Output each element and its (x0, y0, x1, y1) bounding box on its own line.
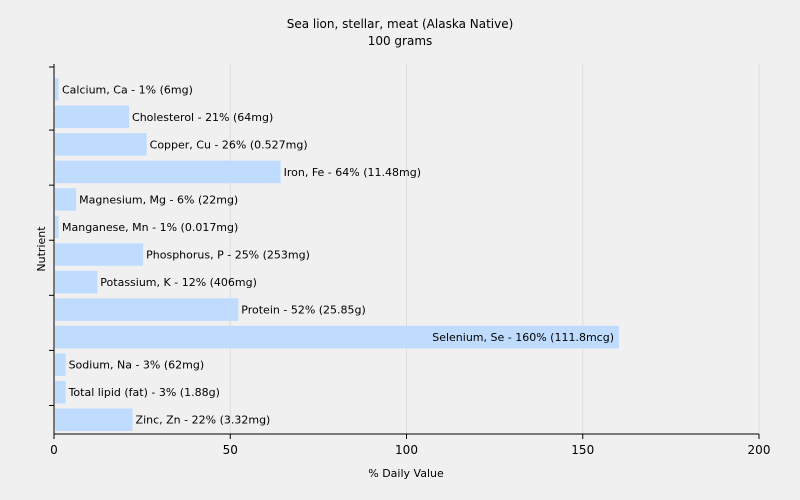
bar-label-0: Calcium, Ca - 1% (6mg) (62, 83, 193, 96)
bar-label-9: Selenium, Se - 160% (111.8mcg) (432, 331, 614, 344)
x-tick-label-100: 100 (395, 443, 418, 457)
y-axis-label: Nutrient (35, 226, 48, 272)
bar-label-11: Total lipid (fat) - 3% (1.88g) (68, 386, 220, 399)
bar-3 (55, 160, 281, 184)
ticks-group: 0 50 100 150 200 (49, 66, 771, 457)
bar-5 (55, 215, 59, 239)
x-tick-label-50: 50 (223, 443, 238, 457)
chart-title: Sea lion, stellar, meat (Alaska Native) (287, 17, 514, 31)
bar-0 (55, 78, 59, 101)
bar-9 (55, 325, 619, 349)
x-axis-label: % Daily Value (368, 467, 444, 480)
bars-group: Calcium, Ca - 1% (6mg) Cholesterol - 21% … (55, 78, 619, 431)
bar-label-8: Protein - 52% (25.85g) (241, 304, 366, 317)
bar-label-5: Manganese, Mn - 1% (0.017mg) (62, 221, 238, 234)
x-tick-label-0: 0 (50, 443, 58, 457)
bar-11 (55, 380, 66, 404)
bar-12 (55, 408, 133, 431)
bar-label-12: Zinc, Zn - 22% (3.32mg) (136, 414, 271, 427)
bar-label-1: Cholesterol - 21% (64mg) (132, 111, 273, 124)
x-tick-label-150: 150 (571, 443, 594, 457)
bar-label-2: Copper, Cu - 26% (0.527mg) (150, 138, 308, 151)
bar-label-4: Magnesium, Mg - 6% (22mg) (79, 193, 238, 206)
x-tick-label-200: 200 (748, 443, 771, 457)
bar-6 (55, 243, 144, 266)
bar-label-3: Iron, Fe - 64% (11.48mg) (284, 166, 421, 179)
bar-label-7: Potassium, K - 12% (406mg) (100, 276, 257, 289)
bar-7 (55, 270, 98, 294)
bar-2 (55, 133, 147, 156)
grid-lines (229, 64, 760, 434)
bar-8 (55, 298, 239, 321)
bar-1 (55, 105, 130, 129)
chart-subtitle: 100 grams (368, 34, 433, 48)
bar-label-10: Sodium, Na - 3% (62mg) (69, 359, 205, 372)
bar-label-6: Phosphorus, P - 25% (253mg) (146, 249, 310, 262)
bar-10 (55, 353, 66, 376)
bar-4 (55, 188, 77, 211)
